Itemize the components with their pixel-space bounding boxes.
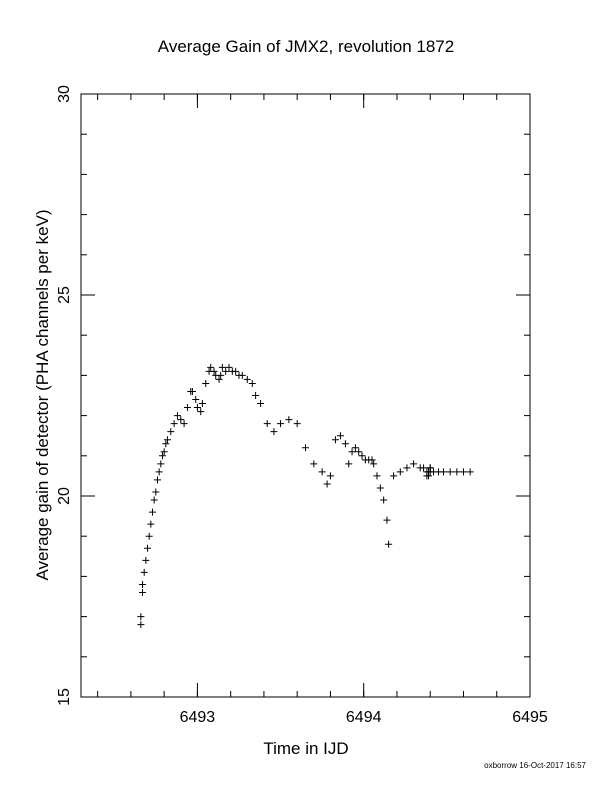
data-point (345, 460, 353, 468)
data-point (150, 496, 158, 504)
data-point (197, 408, 205, 416)
data-point (385, 540, 393, 548)
data-point (177, 416, 185, 424)
y-axis-label: Average gain of detector (PHA channels p… (33, 209, 52, 580)
x-tick-label: 6494 (346, 709, 382, 726)
data-point (157, 460, 165, 468)
data-point (183, 404, 191, 412)
data-point (440, 468, 448, 476)
data-point (318, 468, 326, 476)
data-point (173, 412, 181, 420)
data-point (145, 532, 153, 540)
data-point (160, 448, 168, 456)
data-point (380, 496, 388, 504)
data-point (193, 404, 201, 412)
data-point (137, 613, 145, 621)
data-point (140, 568, 148, 576)
data-point (139, 588, 147, 596)
data-point (158, 452, 166, 460)
data-point (252, 392, 260, 399)
x-axis-label: Time in IJD (263, 739, 348, 758)
data-point (202, 379, 210, 387)
data-point (410, 460, 418, 468)
data-point (139, 580, 147, 588)
data-point (368, 456, 376, 464)
y-tick-label: 25 (56, 286, 73, 304)
data-point (218, 363, 226, 371)
data-point (358, 452, 366, 460)
data-point (210, 367, 218, 375)
data-point (248, 379, 256, 387)
data-point (243, 375, 251, 383)
data-point (167, 428, 175, 436)
data-point (310, 460, 318, 468)
data-point (137, 621, 145, 629)
data-point (152, 488, 160, 496)
data-point (459, 468, 467, 476)
data-point (348, 448, 356, 456)
data-point (453, 468, 461, 476)
data-point (180, 420, 188, 428)
data-point (446, 468, 454, 476)
data-point (285, 416, 293, 424)
data-point (162, 440, 170, 448)
data-point (263, 420, 271, 428)
data-point (376, 484, 384, 492)
data-point (144, 544, 152, 552)
data-point (370, 460, 378, 468)
data-point (170, 420, 178, 428)
data-point (192, 396, 200, 404)
data-point (336, 432, 344, 440)
axis-ticks (81, 93, 531, 698)
data-point (232, 367, 240, 375)
data-point (225, 363, 233, 371)
data-point (238, 371, 246, 379)
data-point (257, 400, 265, 408)
data-point (390, 472, 398, 480)
data-point (217, 371, 225, 379)
data-point (149, 508, 157, 516)
data-point (215, 375, 223, 383)
data-point (396, 468, 404, 476)
data-point (351, 444, 359, 452)
y-tick-label: 20 (56, 487, 73, 505)
x-tick-label: 6495 (512, 709, 548, 726)
data-point (293, 420, 301, 428)
data-point (373, 472, 381, 480)
data-point (147, 520, 155, 528)
y-tick-label: 15 (56, 688, 73, 706)
data-point (155, 468, 163, 476)
data-point (142, 556, 150, 564)
plot-frame (80, 93, 531, 698)
data-point (341, 440, 349, 448)
data-point (331, 436, 339, 444)
data-point (270, 428, 278, 436)
data-point (323, 480, 331, 488)
data-point (355, 448, 363, 456)
data-point (153, 476, 161, 484)
chart-title: Average Gain of JMX2, revolution 1872 (158, 37, 454, 56)
data-point (326, 472, 334, 480)
footer-stamp: oxborrow 16-Oct-2017 16:57 (484, 761, 586, 770)
data-points (137, 363, 474, 629)
data-point (163, 436, 171, 444)
data-point (188, 387, 196, 395)
data-point (466, 468, 474, 476)
data-point (198, 400, 206, 408)
data-point (207, 363, 215, 371)
data-point (277, 420, 285, 428)
data-point (420, 464, 428, 472)
data-point (383, 516, 391, 524)
data-point (403, 464, 411, 472)
axis-tick-labels: 6493 6494 6495 15 20 25 30 (56, 85, 548, 726)
data-point (302, 444, 309, 452)
data-point (222, 367, 230, 375)
y-tick-label: 30 (56, 85, 73, 103)
x-tick-label: 6493 (180, 709, 216, 726)
